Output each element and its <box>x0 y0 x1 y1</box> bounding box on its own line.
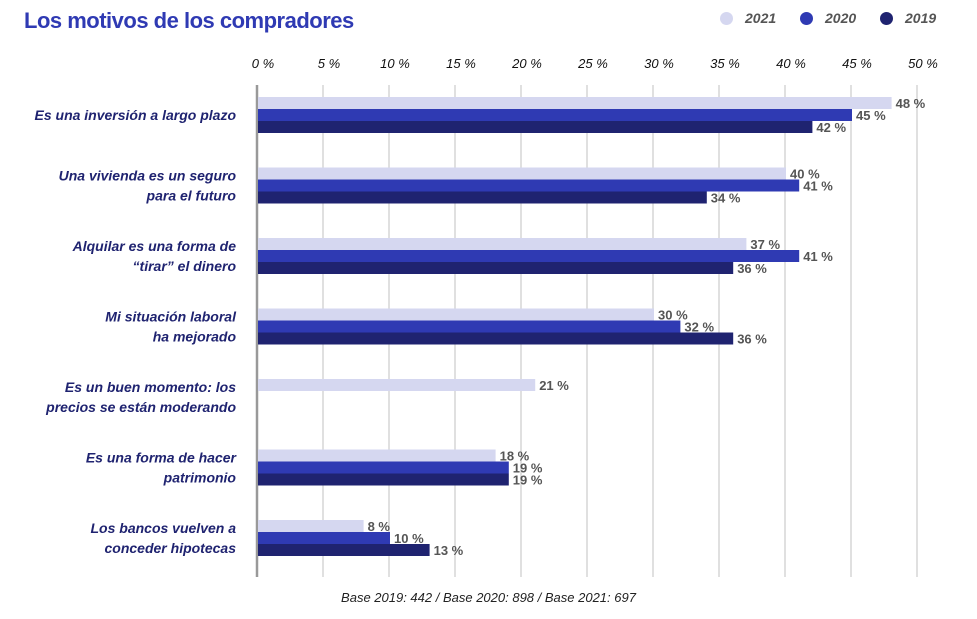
x-tick-label: 25 % <box>577 56 608 71</box>
data-label: 13 % <box>434 543 464 558</box>
category-label: Los bancos vuelven a <box>91 520 237 536</box>
data-label: 41 % <box>803 249 833 264</box>
data-label: 36 % <box>737 332 767 347</box>
category-label: ha mejorado <box>153 329 237 345</box>
category-label: Mi situación laboral <box>105 309 237 325</box>
data-label: 32 % <box>684 320 714 335</box>
x-tick-label: 20 % <box>511 56 542 71</box>
data-label: 19 % <box>513 473 543 488</box>
legend-swatch <box>880 11 893 25</box>
x-tick-label: 10 % <box>380 56 410 71</box>
category-label: Es una forma de hacer <box>86 450 238 466</box>
footnote: Base 2019: 442 / Base 2020: 898 / Base 2… <box>341 590 636 605</box>
x-tick-label: 0 % <box>252 56 274 71</box>
category-label: Alquilar es una forma de <box>72 238 237 254</box>
data-label: 37 % <box>750 237 780 252</box>
x-tick-label: 15 % <box>446 56 476 71</box>
bar-2020 <box>258 532 390 544</box>
category-label: Una vivienda es un seguro <box>59 168 237 184</box>
data-label: 36 % <box>737 261 767 276</box>
x-tick-label: 50 % <box>908 56 938 71</box>
data-label: 30 % <box>658 308 688 323</box>
legend-swatch <box>720 11 733 25</box>
legend-label: 2019 <box>905 10 937 26</box>
data-label: 34 % <box>711 191 741 206</box>
data-label: 10 % <box>394 531 424 546</box>
bar-2019 <box>258 191 707 204</box>
bar-2019 <box>258 544 430 556</box>
bar-2021 <box>258 520 364 532</box>
bar-2020 <box>258 179 800 192</box>
data-label: 45 % <box>856 108 886 123</box>
bar-2019 <box>258 262 734 274</box>
category-label: para el futuro <box>146 188 237 204</box>
category-label: conceder hipotecas <box>105 540 237 556</box>
legend-label: 2020 <box>825 10 857 26</box>
data-label: 40 % <box>790 167 820 182</box>
bar-2020 <box>258 320 681 333</box>
chart-title: Los motivos de los compradores <box>24 8 354 33</box>
category-label: Es un buen momento: los <box>65 379 236 395</box>
legend-item-2021: 2021 <box>720 10 776 26</box>
x-tick-label: 40 % <box>776 56 806 71</box>
bar-2021 <box>258 97 892 109</box>
bar-2020 <box>258 250 800 262</box>
bar-2021 <box>258 238 747 250</box>
x-tick-label: 45 % <box>842 56 872 71</box>
legend-label: 2021 <box>745 10 777 26</box>
bar-2019 <box>258 121 813 133</box>
bar-2020 <box>258 461 509 474</box>
bar-2021 <box>258 379 536 391</box>
category-label: Es una inversión a largo plazo <box>35 107 237 123</box>
data-label: 18 % <box>500 449 530 464</box>
legend-item-2019: 2019 <box>880 10 936 26</box>
data-label: 21 % <box>539 378 569 393</box>
data-label: 19 % <box>513 461 543 476</box>
bar-2019 <box>258 332 734 345</box>
category-label: precios se están moderando <box>45 399 236 415</box>
bar-2021 <box>258 167 786 180</box>
bar-2019 <box>258 473 509 486</box>
data-label: 48 % <box>896 96 926 111</box>
legend-item-2020: 2020 <box>800 10 856 26</box>
x-tick-label: 35 % <box>710 56 740 71</box>
data-label: 42 % <box>816 120 846 135</box>
bar-2020 <box>258 109 852 121</box>
data-label: 8 % <box>368 519 391 534</box>
category-label: “tirar” el dinero <box>133 258 237 274</box>
legend-swatch <box>800 11 813 25</box>
bar-2021 <box>258 308 654 321</box>
data-label: 41 % <box>803 179 833 194</box>
bar-2021 <box>258 449 496 462</box>
category-label: patrimonio <box>163 470 237 486</box>
x-tick-label: 5 % <box>318 56 340 71</box>
x-tick-label: 30 % <box>644 56 674 71</box>
